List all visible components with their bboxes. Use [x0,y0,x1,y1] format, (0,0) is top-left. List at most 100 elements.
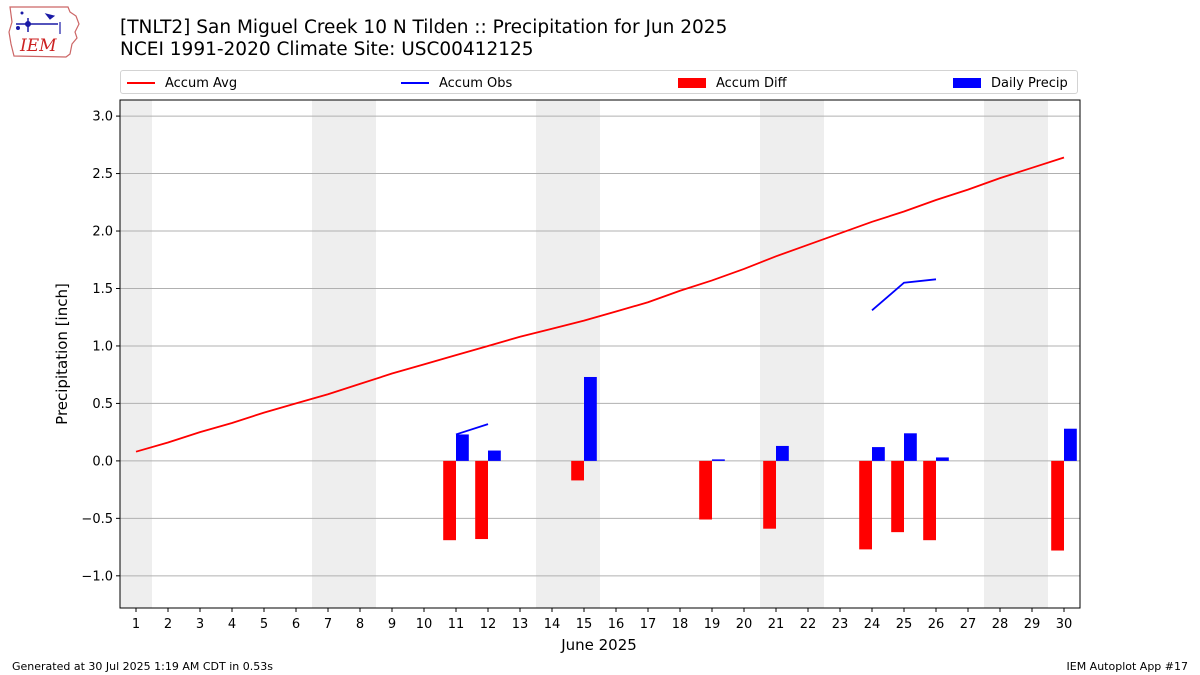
daily-precip-bar [1064,428,1077,461]
legend-label-daily-precip: Daily Precip [991,75,1068,91]
x-tick-label: 11 [448,617,465,632]
iem-logo: IEM [8,6,80,58]
logo-text: IEM [19,36,57,56]
weekend-band [984,100,1016,608]
legend-label-accum-diff: Accum Diff [716,75,787,91]
weekend-band [792,100,824,608]
x-tick-label: 19 [704,617,721,632]
x-tick-label: 15 [576,617,593,632]
legend-swatch-accum-diff [678,78,706,88]
x-tick-label: 26 [928,617,945,632]
legend-item-accum-diff: Accum Diff [678,74,787,92]
x-tick-label: 5 [260,617,268,632]
accum-obs-line [455,423,489,436]
weekend-band [312,100,344,608]
x-tick-label: 3 [196,617,204,632]
x-tick-label: 13 [512,617,529,632]
x-tick-label: 27 [960,617,977,632]
daily-precip-bar [776,445,789,461]
x-tick-label: 22 [800,617,817,632]
weekend-band [344,100,376,608]
x-tick-label: 23 [832,617,849,632]
x-tick-label: 24 [864,617,881,632]
x-tick-label: 6 [292,617,300,632]
legend-swatch-accum-avg [127,82,155,84]
line-series [135,156,1065,453]
weekend-band [760,100,792,608]
daily-precip-bar [488,450,501,461]
x-tick-label: 4 [228,617,236,632]
x-tick-label: 1 [132,617,140,632]
x-tick-label: 18 [672,617,689,632]
accum-diff-bar [923,460,936,541]
daily-precip-bar [456,434,469,461]
y-tick-label: 2.0 [92,225,113,240]
daily-precip-bar [872,447,885,461]
bar-series [443,376,1077,551]
y-tick-label: 1.5 [92,282,113,297]
y-tick-label: −1.0 [81,569,113,584]
y-tick-label: 0.5 [92,397,113,412]
accum-diff-bar [891,460,904,533]
legend-item-accum-avg: Accum Avg [127,74,237,92]
x-tick-label: 9 [388,617,396,632]
accum-avg-line [135,156,1065,453]
y-tick-label: 0.0 [92,454,113,469]
x-tick-label: 7 [324,617,332,632]
x-tick-label: 30 [1056,617,1073,632]
x-tick-label: 28 [992,617,1009,632]
accum-diff-bar [699,460,712,520]
x-tick-label: 25 [896,617,913,632]
y-tick-label: 1.0 [92,339,113,354]
y-tick-label: −0.5 [81,512,113,527]
chart-title-line1: [TNLT2] San Miguel Creek 10 N Tilden :: … [120,17,728,38]
x-tick-label: 8 [356,617,364,632]
accum-diff-bar [571,460,584,481]
x-tick-label: 12 [480,617,497,632]
daily-precip-bar [712,459,725,461]
legend-swatch-daily-precip [953,78,981,88]
daily-precip-bar [584,376,597,461]
weekend-shading [120,100,1048,608]
y-tick-label: 3.0 [92,110,113,125]
y-axis-label: Precipitation [inch] [53,283,71,425]
daily-precip-bar [904,433,917,461]
x-tick-label: 2 [164,617,172,632]
y-tick-label: 2.5 [92,167,113,182]
x-tick-label: 16 [608,617,625,632]
x-tick-label: 21 [768,617,785,632]
x-tick-label: 20 [736,617,753,632]
plot-frame [119,99,1081,609]
accum-diff-bar [1051,460,1064,551]
x-axis-label: June 2025 [560,636,637,654]
x-tick-label: 29 [1024,617,1041,632]
app-credit: IEM Autoplot App #17 [1066,660,1189,673]
x-tick-label: 10 [416,617,433,632]
accum-diff-bar [859,460,872,550]
y-axis-ticks: −1.0 −0.5 0.0 0.5 1.0 1.5 2.0 2.5 3.0 [81,110,120,584]
legend-swatch-accum-obs [401,82,429,84]
accum-obs-line [871,278,937,312]
x-tick-label: 17 [640,617,657,632]
x-axis-ticks: 1 2 3 4 5 6 7 8 9 10 11 12 13 14 15 16 17 18 19 20 21 22 23 24 2… [132,608,1072,632]
accum-diff-bar [475,460,488,540]
chart-title-line2: NCEI 1991-2020 Climate Site: USC00412125 [120,39,534,60]
iowa-state-outline [8,6,80,58]
generated-timestamp: Generated at 30 Jul 2025 1:19 AM CDT in … [12,660,273,673]
x-tick-label: 14 [544,617,561,632]
weekend-band [120,100,152,608]
weekend-band [568,100,600,608]
accum-diff-bar [443,460,456,541]
weather-station-icon [16,11,61,34]
legend-label-accum-avg: Accum Avg [165,75,238,91]
daily-precip-bar [936,457,949,461]
legend-item-daily-precip: Daily Precip [953,74,1068,92]
legend-item-accum-obs: Accum Obs [401,74,512,92]
gridlines [120,115,1080,577]
legend: Accum Avg Accum Obs Accum Diff Daily Pre… [120,70,1078,94]
weekend-band [1016,100,1048,608]
accum-diff-bar [763,460,776,529]
legend-label-accum-obs: Accum Obs [439,75,513,91]
weekend-band [536,100,568,608]
